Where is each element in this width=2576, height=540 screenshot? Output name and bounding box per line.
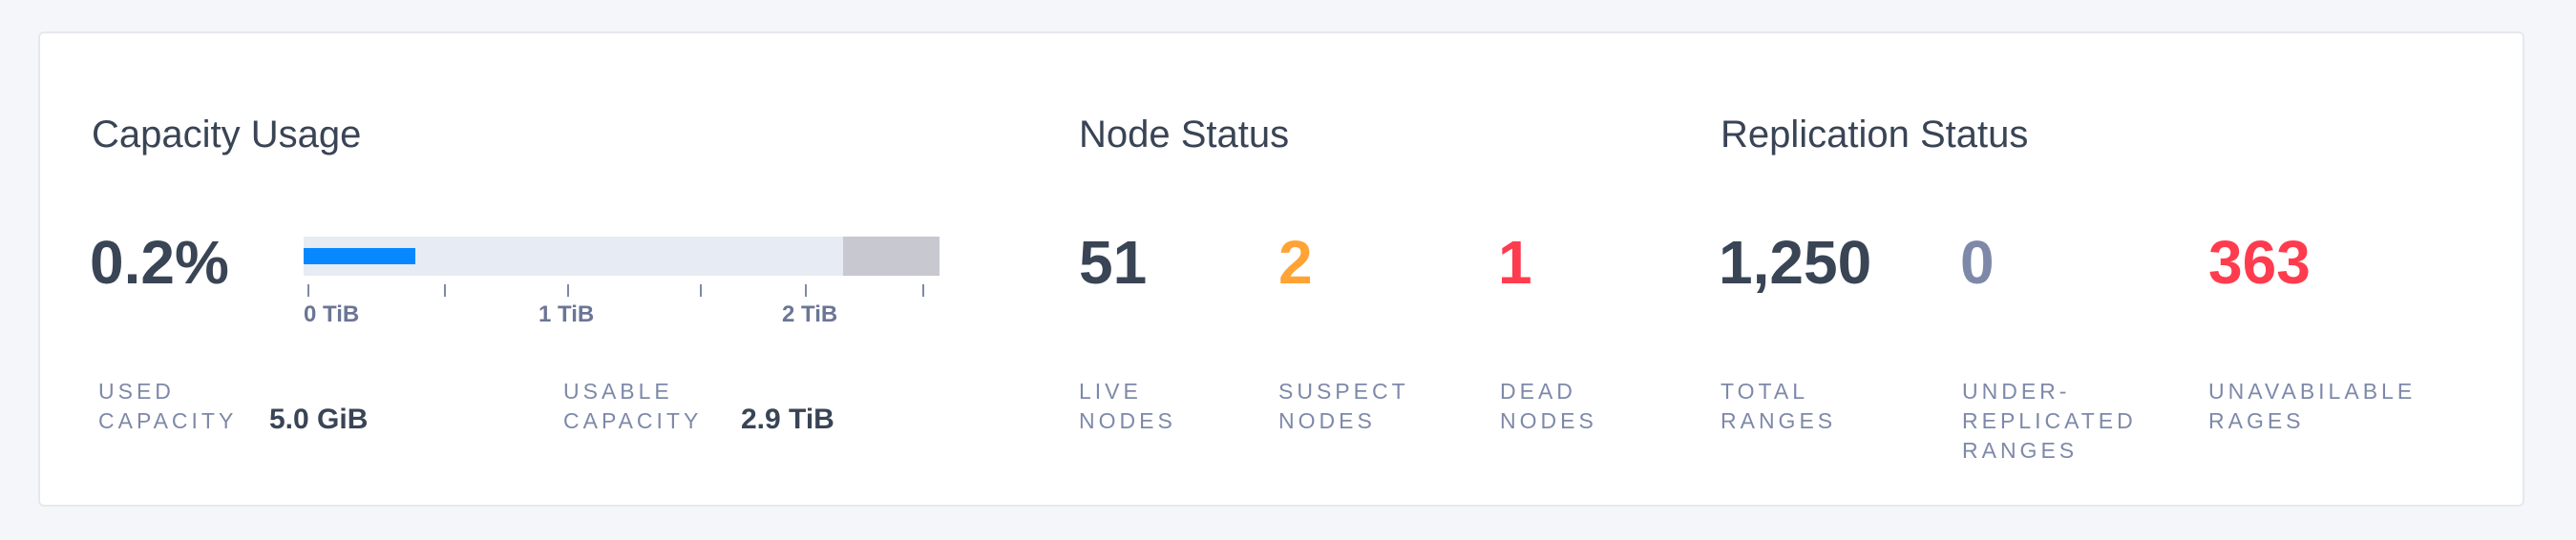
axis-label: 1 TiB bbox=[538, 301, 595, 327]
axis-tick bbox=[444, 284, 446, 297]
axis-tick bbox=[922, 284, 924, 297]
used-capacity-label: USED CAPACITY bbox=[98, 377, 237, 436]
usable-capacity-value: 2.9 TiB bbox=[741, 404, 834, 435]
label-line: UNAVABILABLE bbox=[2208, 379, 2417, 404]
label-line: TOTAL bbox=[1721, 379, 1808, 404]
label-line: USABLE bbox=[563, 379, 673, 404]
unavailable-ranges-label: UNAVABILABLE RAGES bbox=[2208, 377, 2416, 436]
capacity-percent: 0.2% bbox=[90, 228, 229, 297]
under-replicated-ranges-value: 0 bbox=[1960, 228, 1995, 297]
axis-label: 0 TiB bbox=[304, 301, 360, 327]
label-line: UNDER- bbox=[1962, 379, 2071, 404]
unavailable-ranges-value: 363 bbox=[2208, 228, 2311, 297]
label-line: RANGES bbox=[1962, 438, 2079, 463]
total-ranges-value: 1,250 bbox=[1719, 228, 1872, 297]
label-line: CAPACITY bbox=[98, 408, 238, 433]
dead-nodes-label: DEAD NODES bbox=[1500, 377, 1597, 436]
label-line: REPLICATED bbox=[1962, 408, 2137, 433]
capacity-usage-title: Capacity Usage bbox=[92, 114, 362, 156]
label-line: SUSPECT bbox=[1278, 379, 1409, 404]
axis-label: 2 TiB bbox=[782, 301, 838, 327]
capacity-bar-reserved bbox=[843, 237, 940, 276]
label-line: NODES bbox=[1079, 408, 1176, 433]
axis-tick bbox=[700, 284, 702, 297]
label-line: DEAD bbox=[1500, 379, 1576, 404]
suspect-nodes-value: 2 bbox=[1278, 228, 1313, 297]
axis-tick bbox=[567, 284, 569, 297]
under-replicated-ranges-label: UNDER- REPLICATED RANGES bbox=[1962, 377, 2137, 466]
axis-tick bbox=[805, 284, 807, 297]
live-nodes-label: LIVE NODES bbox=[1079, 377, 1176, 436]
replication-status-title: Replication Status bbox=[1721, 114, 2029, 156]
capacity-bar bbox=[304, 237, 940, 276]
label-line: NODES bbox=[1278, 408, 1376, 433]
live-nodes-value: 51 bbox=[1079, 228, 1148, 297]
axis-tick bbox=[307, 284, 309, 297]
label-line: RANGES bbox=[1721, 408, 1837, 433]
capacity-bar-used-fill bbox=[304, 248, 415, 264]
used-capacity-value: 5.0 GiB bbox=[269, 404, 369, 435]
suspect-nodes-label: SUSPECT NODES bbox=[1278, 377, 1409, 436]
usable-capacity-label: USABLE CAPACITY bbox=[563, 377, 702, 436]
label-line: CAPACITY bbox=[563, 408, 703, 433]
label-line: LIVE bbox=[1079, 379, 1142, 404]
node-status-title: Node Status bbox=[1079, 114, 1290, 156]
label-line: RAGES bbox=[2208, 408, 2305, 433]
label-line: USED bbox=[98, 379, 175, 404]
dead-nodes-value: 1 bbox=[1498, 228, 1532, 297]
label-line: NODES bbox=[1500, 408, 1597, 433]
total-ranges-label: TOTAL RANGES bbox=[1721, 377, 1836, 436]
